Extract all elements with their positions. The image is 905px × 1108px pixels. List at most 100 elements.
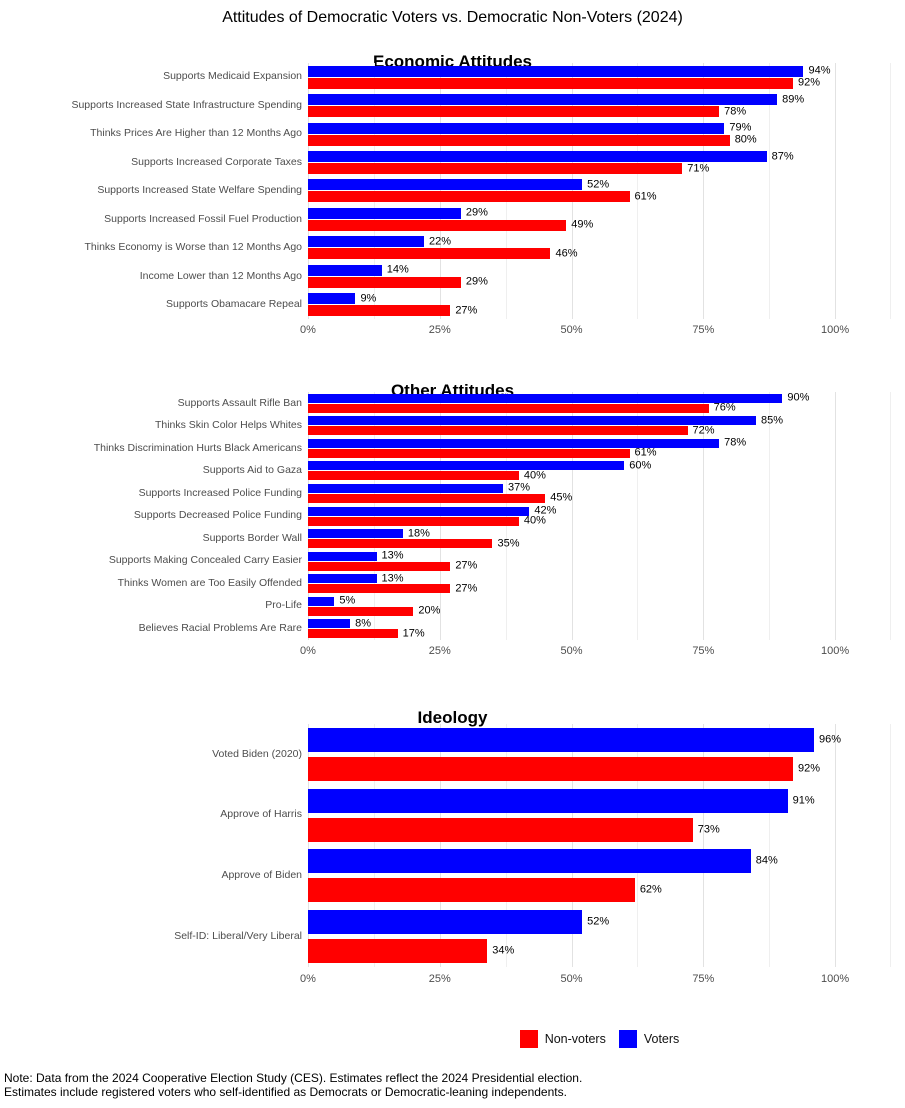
chart-rows: Supports Medicaid Expansion 94% 92% Support…: [0, 63, 891, 319]
category-row: Approve of Harris 91% 73%: [0, 785, 891, 846]
bar-non-voters: 46%: [308, 248, 578, 260]
bar-track: 13% 27%: [308, 550, 891, 573]
minor-gridline: [637, 392, 639, 640]
major-gridline: [703, 63, 705, 319]
bar-non-voters: 20%: [308, 605, 440, 616]
bar-value-label: 71%: [687, 162, 710, 175]
bar-track: 9% 27%: [308, 291, 891, 319]
bar-voters: 94%: [308, 65, 831, 77]
legend-item-non-voters: Non-voters: [519, 1030, 606, 1048]
minor-gridline: [637, 724, 639, 967]
legend-item-voters: Voters: [618, 1030, 679, 1048]
bar-voters: 84%: [308, 849, 778, 874]
bar-track: 52% 34%: [308, 906, 891, 967]
bar-voters: 8%: [308, 618, 371, 629]
bar-voters: 89%: [308, 94, 804, 106]
bar-voters: 18%: [308, 528, 430, 539]
minor-gridline: [505, 724, 507, 967]
category-row: Supports Increased Fossil Fuel Productio…: [0, 205, 891, 233]
bar-voters: 9%: [308, 293, 376, 305]
x-tick-label: 25%: [428, 645, 451, 657]
category-row: Supports Assault Rifle Ban 90% 76%: [0, 392, 891, 415]
bar-track: 13% 27%: [308, 572, 891, 595]
x-tick-label: 75%: [692, 645, 715, 657]
minor-gridline: [637, 63, 639, 319]
major-gridline: [835, 63, 837, 319]
bar-value-label: 46%: [555, 247, 578, 260]
bar-non-voters: 29%: [308, 276, 488, 288]
bar-track: 14% 29%: [308, 262, 891, 290]
bar-track: 37% 45%: [308, 482, 891, 505]
bar-value-label: 92%: [797, 76, 820, 89]
bar-value-label: 45%: [550, 491, 573, 504]
bar-value-label: 76%: [713, 401, 736, 414]
bar-track: 85% 72%: [308, 415, 891, 438]
legend: Non-voters Voters: [308, 1030, 891, 1048]
bar-value-label: 9%: [360, 292, 377, 305]
category-row: Supports Increased State Welfare Spendin…: [0, 177, 891, 205]
category-row: Supports Increased Corporate Taxes 87% 71%: [0, 148, 891, 176]
panel-title-ideology: Ideology: [417, 708, 488, 728]
x-tick-label: 50%: [560, 324, 583, 336]
bar-non-voters: 62%: [308, 878, 662, 903]
panel-edge-gridline: [890, 63, 891, 319]
bar-voters: 29%: [308, 207, 488, 219]
category-label: Thinks Skin Color Helps Whites: [154, 419, 302, 432]
footnote: Note: Data from the 2024 Cooperative Ele…: [4, 1071, 582, 1099]
bar-voters: 5%: [308, 595, 355, 606]
bar-value-label: 8%: [355, 617, 372, 630]
minor-gridline: [373, 392, 375, 640]
bar-value-label: 73%: [697, 823, 720, 836]
bar-voters: 91%: [308, 788, 815, 813]
x-tick-label: 75%: [692, 324, 715, 336]
bar-voters: 22%: [308, 236, 451, 248]
bar-track: 52% 61%: [308, 177, 891, 205]
major-gridline: [308, 63, 309, 319]
bar-value-label: 27%: [455, 559, 478, 572]
x-tick-label: 100%: [821, 645, 850, 657]
category-label: Supports Medicaid Expansion: [163, 70, 302, 83]
x-axis: 0% 25% 50% 75% 100%: [300, 973, 891, 988]
category-label: Thinks Prices Are Higher than 12 Months …: [90, 127, 302, 140]
bar-track: 42% 40%: [308, 505, 891, 528]
bar-voters: 42%: [308, 505, 556, 516]
major-gridline: [308, 724, 309, 967]
category-row: Voted Biden (2020) 96% 92%: [0, 724, 891, 785]
bar-track: 90% 76%: [308, 392, 891, 415]
bar-track: 22% 46%: [308, 234, 891, 262]
bar-value-label: 29%: [465, 206, 488, 219]
category-label: Thinks Economy is Worse than 12 Months A…: [84, 241, 303, 254]
category-row: Approve of Biden 84% 62%: [0, 846, 891, 907]
category-label: Pro-Life: [265, 599, 302, 612]
category-row: Supports Increased State Infrastructure …: [0, 91, 891, 119]
legend-swatch: [618, 1030, 637, 1048]
bar-track: 87% 71%: [308, 148, 891, 176]
bar-non-voters: 27%: [308, 305, 477, 317]
bar-non-voters: 92%: [308, 77, 820, 89]
minor-gridline: [769, 392, 771, 640]
bar-track: 5% 20%: [308, 595, 891, 618]
panel-edge-gridline: [890, 724, 891, 967]
minor-gridline: [373, 724, 375, 967]
bar-track: 29% 49%: [308, 205, 891, 233]
bar-track: 94% 92%: [308, 63, 891, 91]
category-row: Supports Border Wall 18% 35%: [0, 527, 891, 550]
category-row: Believes Racial Problems Are Rare 8% 17%: [0, 617, 891, 640]
bar-voters: 78%: [308, 437, 746, 448]
bar-voters: 96%: [308, 727, 841, 752]
category-row: Thinks Prices Are Higher than 12 Months …: [0, 120, 891, 148]
x-tick-label: 50%: [560, 645, 583, 657]
bar-value-label: 13%: [381, 549, 404, 562]
bar-voters: 37%: [308, 482, 530, 493]
category-row: Self-ID: Liberal/Very Liberal 52% 34%: [0, 906, 891, 967]
x-tick-label: 25%: [428, 973, 451, 985]
major-gridline: [835, 392, 837, 640]
category-row: Supports Making Concealed Carry Easier 13…: [0, 550, 891, 573]
bar-voters: 14%: [308, 264, 409, 276]
x-axis: 0% 25% 50% 75% 100%: [300, 324, 891, 339]
bar-non-voters: 61%: [308, 191, 657, 203]
category-row: Supports Obamacare Repeal 9% 27%: [0, 291, 891, 319]
x-tick-label: 0%: [300, 645, 316, 657]
category-row: Supports Decreased Police Funding 42% 40%: [0, 505, 891, 528]
minor-gridline: [769, 63, 771, 319]
